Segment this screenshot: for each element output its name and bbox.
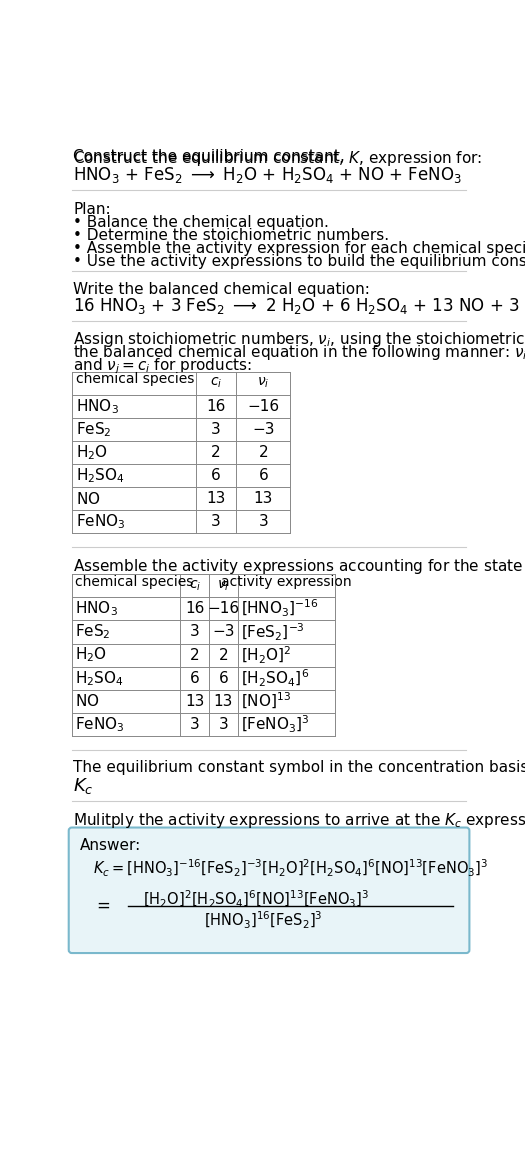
- Text: $\mathregular{HNO_3}$ + $\mathregular{FeS_2}$ $\longrightarrow$ $\mathregular{H_: $\mathregular{HNO_3}$ + $\mathregular{Fe…: [74, 164, 462, 184]
- Text: 13: 13: [185, 694, 204, 709]
- Text: 16: 16: [206, 399, 226, 414]
- Text: $\mathregular{[FeNO_3]^3}$: $\mathregular{[FeNO_3]^3}$: [241, 714, 309, 735]
- Text: • Determine the stoichiometric numbers.: • Determine the stoichiometric numbers.: [74, 227, 390, 243]
- Text: 13: 13: [214, 694, 233, 709]
- Text: Plan:: Plan:: [74, 202, 111, 217]
- Text: 16 $\mathregular{HNO_3}$ + 3 $\mathregular{FeS_2}$ $\longrightarrow$ 2 $\mathreg: 16 $\mathregular{HNO_3}$ + 3 $\mathregul…: [74, 296, 525, 316]
- Text: 13: 13: [206, 491, 226, 506]
- Text: 3: 3: [211, 422, 221, 437]
- Text: $c_i$: $c_i$: [188, 578, 201, 593]
- Text: the balanced chemical equation in the following manner: $\nu_i = -c_i$ for react: the balanced chemical equation in the fo…: [74, 343, 525, 363]
- Text: $\mathregular{[H_2O]^2}$: $\mathregular{[H_2O]^2}$: [241, 645, 291, 666]
- Text: 13: 13: [254, 491, 273, 506]
- Text: Assemble the activity expressions accounting for the state of matter and $\nu_i$: Assemble the activity expressions accoun…: [74, 557, 525, 576]
- Text: $\mathregular{H_2O}$: $\mathregular{H_2O}$: [77, 443, 109, 462]
- Text: $\mathregular{[H_2SO_4]^6}$: $\mathregular{[H_2SO_4]^6}$: [241, 668, 309, 689]
- Text: $[\mathrm{H_2O}]^2[\mathrm{H_2SO_4}]^6[\mathrm{NO}]^{13}[\mathrm{FeNO_3}]^3$: $[\mathrm{H_2O}]^2[\mathrm{H_2SO_4}]^6[\…: [143, 890, 370, 911]
- Text: chemical species: chemical species: [75, 575, 193, 589]
- Text: 3: 3: [218, 717, 228, 732]
- Text: 3: 3: [190, 717, 200, 732]
- Text: • Assemble the activity expression for each chemical species.: • Assemble the activity expression for e…: [74, 241, 525, 255]
- Text: 2: 2: [190, 647, 200, 662]
- Text: 2: 2: [218, 647, 228, 662]
- Text: =: =: [97, 897, 110, 914]
- Text: $\mathregular{HNO_3}$: $\mathregular{HNO_3}$: [77, 396, 119, 416]
- Text: −16: −16: [207, 602, 239, 617]
- Text: 6: 6: [190, 670, 200, 686]
- Text: $\mathregular{[HNO_3]^{-16}}$: $\mathregular{[HNO_3]^{-16}}$: [241, 598, 319, 619]
- Text: $\mathregular{NO}$: $\mathregular{NO}$: [77, 491, 101, 507]
- Text: $c_i$: $c_i$: [210, 377, 222, 391]
- Text: Mulitply the activity expressions to arrive at the $K_c$ expression:: Mulitply the activity expressions to arr…: [74, 810, 525, 829]
- Text: −16: −16: [247, 399, 279, 414]
- Text: $\mathregular{HNO_3}$: $\mathregular{HNO_3}$: [75, 599, 118, 618]
- Text: 6: 6: [258, 468, 268, 483]
- Text: 6: 6: [211, 468, 221, 483]
- Text: $\nu_i$: $\nu_i$: [217, 578, 229, 593]
- Text: Assign stoichiometric numbers, $\nu_i$, using the stoichiometric coefficients, $: Assign stoichiometric numbers, $\nu_i$, …: [74, 330, 525, 349]
- FancyBboxPatch shape: [69, 828, 469, 953]
- Text: $\mathregular{FeS_2}$: $\mathregular{FeS_2}$: [75, 623, 111, 641]
- Text: 6: 6: [218, 670, 228, 686]
- Text: 3: 3: [211, 514, 221, 529]
- Text: $\mathregular{H_2SO_4}$: $\mathregular{H_2SO_4}$: [77, 466, 125, 485]
- Text: Answer:: Answer:: [80, 838, 141, 854]
- Text: Construct the equilibrium constant, $K$, expression for:: Construct the equilibrium constant, $K$,…: [74, 149, 482, 168]
- Text: $\nu_i$: $\nu_i$: [257, 377, 269, 391]
- Text: −3: −3: [252, 422, 275, 437]
- Text: 3: 3: [258, 514, 268, 529]
- Text: activity expression: activity expression: [221, 575, 352, 589]
- Text: $\mathregular{FeNO_3}$: $\mathregular{FeNO_3}$: [77, 513, 126, 532]
- Text: $\mathregular{FeS_2}$: $\mathregular{FeS_2}$: [77, 420, 112, 438]
- Text: • Balance the chemical equation.: • Balance the chemical equation.: [74, 215, 329, 230]
- Text: $K_c = [\mathrm{HNO_3}]^{-16}[\mathrm{FeS_2}]^{-3}[\mathrm{H_2O}]^2[\mathrm{H_2S: $K_c = [\mathrm{HNO_3}]^{-16}[\mathrm{Fe…: [93, 858, 488, 879]
- Text: The equilibrium constant symbol in the concentration basis is:: The equilibrium constant symbol in the c…: [74, 760, 525, 774]
- Text: $\mathregular{H_2O}$: $\mathregular{H_2O}$: [75, 646, 107, 665]
- Text: $\mathregular{[NO]^{13}}$: $\mathregular{[NO]^{13}}$: [241, 691, 291, 711]
- Text: Construct the equilibrium constant,: Construct the equilibrium constant,: [74, 149, 350, 164]
- Text: Write the balanced chemical equation:: Write the balanced chemical equation:: [74, 282, 370, 296]
- Text: $K_c$: $K_c$: [74, 775, 94, 796]
- Text: $\mathregular{FeNO_3}$: $\mathregular{FeNO_3}$: [75, 715, 124, 733]
- Text: $\mathregular{NO}$: $\mathregular{NO}$: [75, 694, 99, 709]
- Text: $\mathregular{[FeS_2]^{-3}}$: $\mathregular{[FeS_2]^{-3}}$: [241, 621, 304, 642]
- Text: 3: 3: [190, 625, 200, 639]
- Text: −3: −3: [212, 625, 235, 639]
- Text: $[\mathrm{HNO_3}]^{16}[\mathrm{FeS_2}]^3$: $[\mathrm{HNO_3}]^{16}[\mathrm{FeS_2}]^3…: [204, 909, 322, 930]
- Text: $\mathregular{H_2SO_4}$: $\mathregular{H_2SO_4}$: [75, 669, 124, 688]
- Text: chemical species: chemical species: [77, 372, 195, 386]
- Text: 2: 2: [211, 445, 221, 461]
- Text: and $\nu_i = c_i$ for products:: and $\nu_i = c_i$ for products:: [74, 357, 253, 375]
- Text: • Use the activity expressions to build the equilibrium constant expression.: • Use the activity expressions to build …: [74, 254, 525, 269]
- Text: 16: 16: [185, 602, 204, 617]
- Text: 2: 2: [258, 445, 268, 461]
